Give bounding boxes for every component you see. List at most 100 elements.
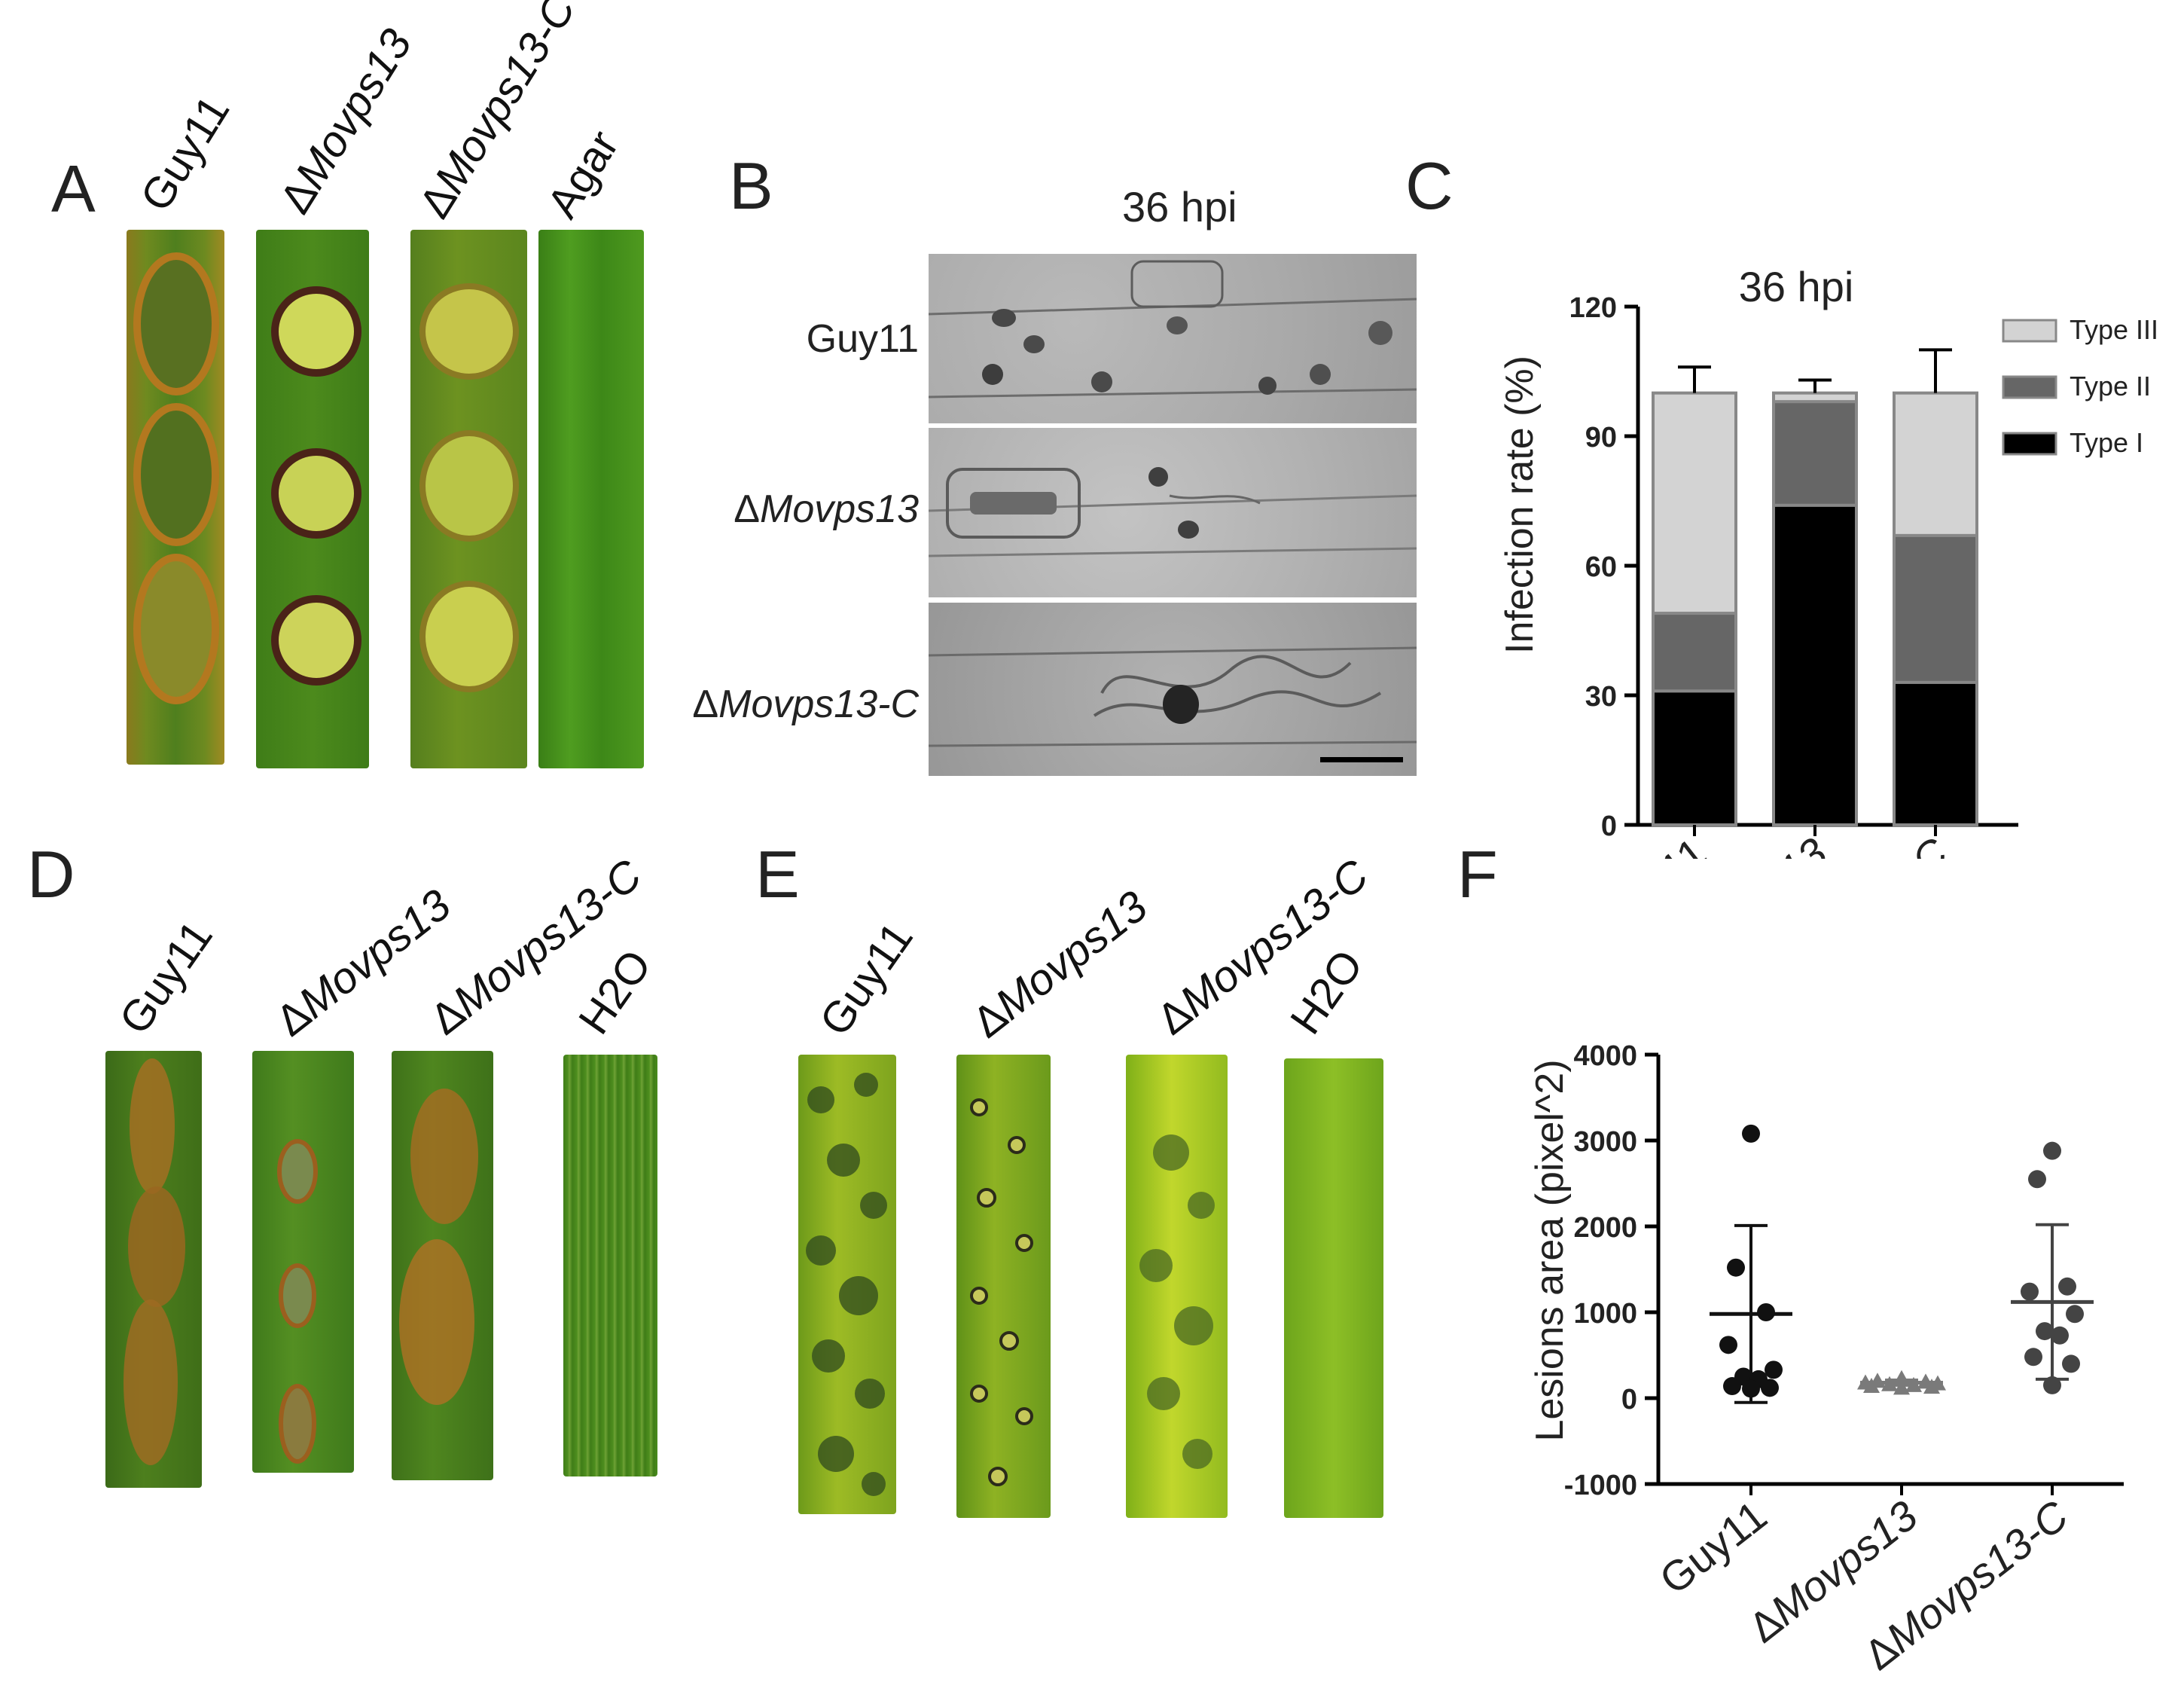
data-point [1863,1378,1880,1394]
panel-d-label-guy11: Guy11 [109,912,222,1043]
leaf-image-a-agar [538,230,644,768]
panel-c-chart: 36 hpi Infection rate (%) 0 30 60 90 120 Typ… [1498,263,2158,859]
y-tick-label: 30 [1585,681,1617,713]
panel-c-bars [1652,348,1978,826]
micrograph-features [929,260,1417,399]
leaf-image-d-h2o [563,1055,657,1476]
panel-f-axes: -1000 0 1000 2000 3000 4000 [1564,1040,2124,1501]
scale-bar [1320,757,1403,762]
y-tick-label: 0 [1621,1384,1637,1415]
panel-e-label-guy11: Guy11 [810,913,923,1045]
panel-e-label-h2o: H2O [1280,941,1373,1043]
leaf-lesions [277,1139,318,1464]
leaf-image-a-movps13 [256,230,369,768]
data-point [2028,1170,2046,1189]
data-point [1742,1379,1760,1398]
micrograph-features [929,467,1417,557]
bar-segment [1893,533,1978,684]
panel-f-chart: Lesions area (pixel^2) -1000 0 1000 2000 300… [1528,1040,2124,1679]
micrograph-movps13c [929,603,1417,776]
panel-e-label-movps13: ΔMovps13 [963,881,1157,1048]
y-tick-label: 0 [1601,811,1617,842]
data-point [1905,1376,1922,1392]
y-tick-label: 60 [1585,551,1617,583]
bar-segment [1893,391,1978,537]
bar-segment [1772,503,1858,826]
panel-d-label-h2o: H2O [569,941,661,1043]
legend-swatch [2002,432,2057,456]
data-point [1893,1379,1910,1395]
panel-b-row-label-movps13c: ΔMovps13-C [692,682,919,726]
data-point [2021,1282,2039,1301]
bar-segment [1893,680,1978,826]
data-point [2036,1322,2054,1341]
data-point [1719,1336,1737,1354]
y-tick-label: 3000 [1573,1126,1637,1158]
leaf-image-a-movps13c [410,230,527,768]
bar-segment [1772,400,1858,507]
panel-label-f: F [1457,837,1498,912]
micrograph-movps13 [929,428,1417,597]
panel-b-title: 36 hpi [1122,183,1237,231]
data-point [2043,1376,2061,1394]
data-point [1727,1258,1745,1277]
leaf-lesions [419,283,519,692]
panel-label-c: C [1405,148,1453,223]
leaf-lesions [970,1098,1033,1486]
panel-c-title: 36 hpi [1739,263,1854,310]
data-point [2066,1305,2084,1324]
leaf-image-e-movps13c [1126,1055,1228,1518]
x-tick-label: ΔMovps13-C [1734,828,1956,859]
legend-label: Type III [2070,314,2158,345]
panel-d-label-movps13: ΔMovps13 [267,880,460,1046]
micrograph-features [929,646,1417,762]
data-point [2058,1277,2076,1296]
panel-b-row-label-movps13: ΔMovps13 [734,487,919,531]
y-tick-label: -1000 [1564,1470,1637,1501]
data-point [1881,1376,1898,1391]
panel-f-y-axis-label: Lesions area (pixel^2) [1528,1059,1572,1441]
y-tick-label: 120 [1569,292,1617,324]
bar-segment [1652,612,1737,693]
leaf-lesions [806,1073,887,1496]
legend-swatch [2002,375,2057,399]
legend-swatch [2002,319,2057,343]
bar-segment [1652,689,1737,826]
panel-c-y-axis-label: Infection rate (%) [1498,356,1542,654]
panel-e-label-movps13c: ΔMovps13-C [1148,850,1377,1045]
data-point [1923,1379,1940,1394]
panel-a-label-movps13: ΔMovps13 [270,20,422,222]
data-point [2062,1354,2080,1373]
leaf-image-d-guy11 [105,1051,202,1488]
panel-c-legend: Type III Type II Type I [2002,314,2158,458]
data-point [1765,1360,1783,1379]
leaf-image-a-guy11 [127,230,224,765]
legend-label: Type I [2070,427,2143,458]
leaf-image-d-movps13c [392,1051,493,1480]
panel-a-label-guy11: Guy11 [131,87,239,220]
leaf-lesions [1139,1134,1215,1469]
y-tick-label: 90 [1585,422,1617,453]
micrograph-guy11 [929,254,1417,423]
data-point [1742,1124,1760,1143]
data-point [1893,1370,1910,1385]
panel-label-e: E [755,837,800,912]
data-point [1757,1303,1775,1321]
leaf-lesions [399,1089,478,1405]
y-tick-label: 2000 [1573,1212,1637,1244]
data-point [2043,1141,2061,1160]
panel-a-label-agar: Agar [538,122,629,227]
panel-label-a: A [51,151,96,226]
leaf-lesions [124,1058,185,1465]
panel-label-b: B [729,148,773,223]
data-point [2024,1348,2042,1367]
data-point [1761,1379,1779,1397]
panel-f-points [1710,1124,2094,1404]
x-tick-label: Guy11 [1651,1492,1776,1604]
leaf-image-d-movps13 [252,1051,354,1473]
legend-label: Type II [2070,371,2151,402]
leaf-image-e-h2o [1284,1058,1383,1518]
bar-segment [1652,391,1737,615]
